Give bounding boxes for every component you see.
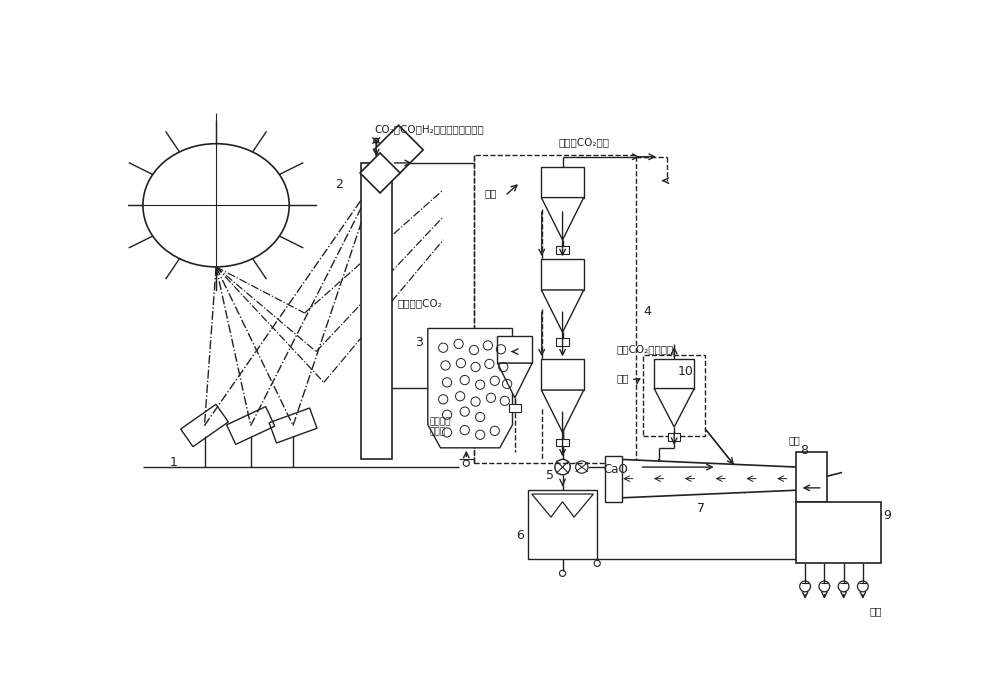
Text: CO₂和CO，H₂合成气，液体燃料: CO₂和CO，H₂合成气，液体燃料: [374, 124, 484, 135]
Text: 4: 4: [643, 305, 651, 318]
Text: 3: 3: [415, 336, 423, 349]
Text: 加热后的CO₂: 加热后的CO₂: [397, 298, 442, 308]
Polygon shape: [541, 167, 584, 198]
Text: 锄料: 锄料: [616, 373, 629, 383]
Polygon shape: [541, 390, 584, 432]
Polygon shape: [541, 290, 584, 332]
Bar: [556, 246, 569, 254]
Bar: [556, 339, 569, 346]
Bar: [605, 456, 622, 502]
Polygon shape: [428, 328, 512, 448]
Polygon shape: [654, 389, 694, 427]
Polygon shape: [374, 125, 423, 174]
Text: 不含CO₂浓度废气: 不含CO₂浓度废气: [616, 344, 674, 354]
Text: 高浓度CO₂气体: 高浓度CO₂气体: [559, 137, 610, 148]
Bar: [796, 502, 881, 564]
Bar: [361, 163, 392, 460]
Text: 氢气: 氢气: [788, 435, 800, 445]
Polygon shape: [360, 153, 400, 193]
Text: 8: 8: [800, 444, 808, 457]
Polygon shape: [541, 198, 584, 240]
Text: 9: 9: [883, 510, 891, 523]
Polygon shape: [541, 359, 584, 390]
Text: 燃料: 燃料: [869, 605, 882, 616]
Text: CaO: CaO: [603, 463, 628, 476]
Text: 2: 2: [335, 179, 343, 192]
Bar: [556, 438, 569, 446]
Bar: [509, 404, 521, 412]
Bar: [643, 356, 705, 436]
Text: 10: 10: [678, 365, 694, 378]
Polygon shape: [541, 259, 584, 290]
Text: 1: 1: [170, 456, 178, 469]
Bar: [668, 433, 680, 441]
Text: 5: 5: [546, 469, 554, 482]
Bar: [474, 155, 636, 463]
Text: 6: 6: [516, 529, 524, 542]
Polygon shape: [654, 359, 694, 389]
Text: 7: 7: [697, 502, 705, 515]
Text: 照用废渣: 照用废渣: [429, 417, 451, 426]
Text: 生料: 生料: [484, 188, 497, 198]
Polygon shape: [620, 460, 797, 498]
Polygon shape: [497, 336, 532, 363]
Bar: [528, 490, 597, 560]
Bar: [796, 451, 827, 502]
Polygon shape: [497, 363, 532, 398]
Text: 补风口: 补风口: [429, 427, 445, 436]
